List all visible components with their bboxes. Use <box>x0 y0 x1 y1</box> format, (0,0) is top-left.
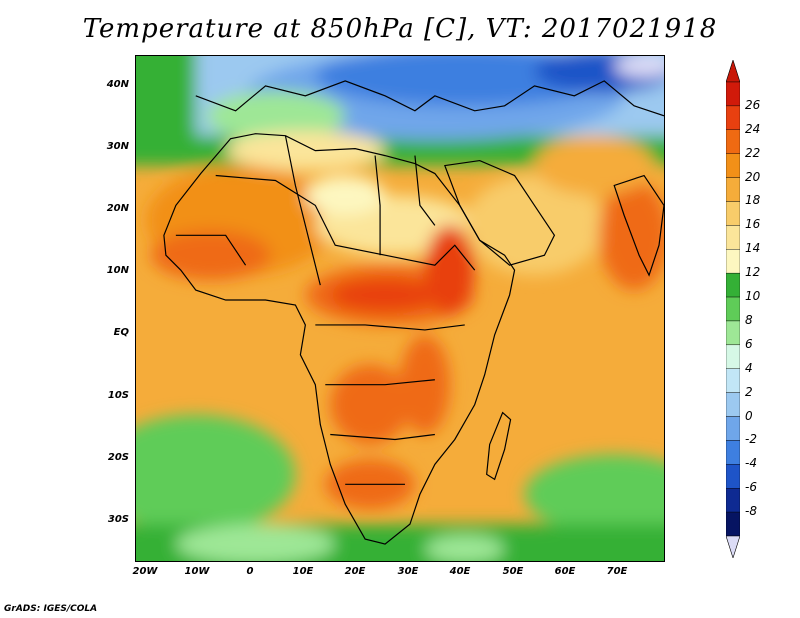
lon-label-20e: 20E <box>344 566 366 577</box>
lon-label-10e: 10E <box>292 566 314 577</box>
colorbar-label: 2 <box>745 384 753 399</box>
colorbar-label: 8 <box>745 312 753 327</box>
colorbar-label: 0 <box>745 408 753 423</box>
colorbar-swatch <box>726 368 740 393</box>
colorbar-label: 16 <box>745 217 761 232</box>
colorbar-label: 20 <box>745 169 761 184</box>
lon-label-0: 0 <box>246 566 254 577</box>
colorbar-swatch <box>726 416 740 441</box>
colorbar-label: 22 <box>745 145 761 160</box>
lat-label-30n: 30N <box>106 141 129 152</box>
lat-label-30s: 30S <box>107 514 129 525</box>
colorbar-swatch <box>726 153 740 178</box>
colorbar-swatch <box>726 201 740 226</box>
colorbar-swatch <box>726 105 740 130</box>
colorbar-label: 24 <box>745 121 761 136</box>
lat-label-10n: 10N <box>106 265 129 276</box>
colorbar-label: -6 <box>745 480 757 495</box>
lon-label-70e: 70E <box>606 566 628 577</box>
lat-label-20s: 20S <box>107 452 129 463</box>
temperature-map <box>135 55 665 562</box>
colorbar-swatch <box>726 440 740 465</box>
colorbar-label: 26 <box>745 97 761 112</box>
colorbar-label: -2 <box>745 432 757 447</box>
colorbar-swatch <box>726 320 740 346</box>
colorbar-label: 18 <box>745 193 761 208</box>
colorbar-swatch <box>726 272 740 298</box>
colorbar-swatch <box>726 464 740 489</box>
colorbar-label: -4 <box>745 456 757 471</box>
colorbar-swatch <box>726 177 740 202</box>
lon-label-10w: 10W <box>184 566 210 577</box>
coastlines <box>163 80 664 545</box>
lat-label-20n: 20N <box>106 203 129 214</box>
lon-label-30e: 30E <box>397 566 419 577</box>
lon-label-60e: 60E <box>554 566 576 577</box>
lon-label-20w: 20W <box>132 566 158 577</box>
colorbar-label: 14 <box>745 241 761 256</box>
colorbar-swatch <box>726 249 740 274</box>
colorbar-label: 4 <box>745 360 753 375</box>
colorbar-arrow-bottom <box>726 535 740 558</box>
colorbar-label: -8 <box>745 504 757 519</box>
colorbar-label: 6 <box>745 336 753 351</box>
grads-credit: GrADS: IGES/COLA <box>4 604 98 614</box>
colorbar-swatch <box>726 344 740 369</box>
colorbar <box>726 60 740 558</box>
lat-label-40n: 40N <box>106 79 129 90</box>
lon-label-40e: 40E <box>449 566 471 577</box>
colorbar-swatch <box>726 392 740 417</box>
colorbar-swatch <box>726 129 740 154</box>
colorbar-swatch <box>726 511 740 537</box>
lon-label-50e: 50E <box>502 566 524 577</box>
temperature-field <box>136 56 664 561</box>
colorbar-swatch <box>726 225 740 250</box>
colorbar-label: 12 <box>745 265 761 280</box>
colorbar-swatch <box>726 488 740 513</box>
colorbar-swatch <box>726 81 740 107</box>
lat-label-10s: 10S <box>107 390 129 401</box>
colorbar-swatch <box>726 296 740 322</box>
colorbar-label: 10 <box>745 289 761 304</box>
colorbar-arrow-top <box>726 60 740 83</box>
map-title: Temperature at 850hPa [C], VT: 201702191… <box>82 14 718 44</box>
lat-label-eq: EQ <box>113 327 129 338</box>
